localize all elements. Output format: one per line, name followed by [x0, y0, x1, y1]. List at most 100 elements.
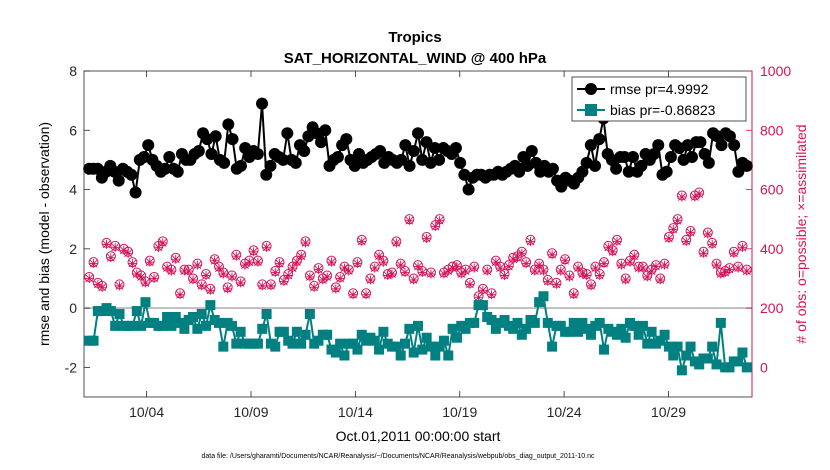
bias-point: [620, 332, 631, 343]
obs-assimilated-point: [668, 225, 678, 235]
obs-assimilated-point: [227, 272, 237, 282]
obs-assimilated-point: [296, 251, 306, 261]
y-tick-label-right: 600: [760, 182, 784, 198]
rmse-point: [715, 139, 728, 152]
bias-point: [616, 323, 627, 334]
bias-point: [162, 311, 173, 322]
x-tick-label: 10/09: [233, 404, 268, 420]
legend-bias-label: bias pr=-0.86823: [610, 102, 716, 118]
obs-assimilated-point: [127, 259, 137, 269]
bias-point: [300, 329, 311, 340]
obs-assimilated-point: [344, 266, 354, 276]
rmse-point: [260, 168, 273, 181]
obs-assimilated-point: [383, 270, 393, 280]
bias-point: [201, 320, 212, 331]
rmse-point: [664, 150, 677, 163]
bias-point: [694, 359, 705, 370]
obs-assimilated-point: [361, 290, 371, 300]
bias-point: [395, 350, 406, 361]
obs-assimilated-point: [573, 263, 583, 273]
obs-assimilated-point: [651, 262, 661, 272]
bias-point: [278, 326, 289, 337]
obs-assimilated-point: [720, 268, 730, 278]
bias-point: [404, 323, 415, 334]
bias-point: [508, 323, 519, 334]
rmse-point: [142, 139, 155, 152]
obs-assimilated-point: [231, 251, 241, 261]
bias-point: [629, 320, 640, 331]
obs-assimilated-point: [162, 263, 172, 273]
obs-assimilated-point: [283, 270, 293, 280]
obs-assimilated-point: [110, 242, 120, 252]
bias-point: [564, 326, 575, 337]
y-tick-label-right: 400: [760, 241, 784, 257]
obs-assimilated-point: [443, 266, 453, 276]
bias-point: [291, 326, 302, 337]
bias-point: [534, 297, 545, 308]
bias-point: [391, 341, 402, 352]
obs-assimilated-point: [707, 239, 717, 249]
bias-point: [633, 329, 644, 340]
bias-point: [166, 320, 177, 331]
bias-point: [339, 350, 350, 361]
obs-assimilated-point: [590, 263, 600, 273]
bias-point: [425, 341, 436, 352]
rmse-point: [298, 145, 311, 158]
rmse-point: [694, 136, 707, 149]
legend-bias-marker: [585, 104, 597, 116]
obs-assimilated-point: [647, 266, 657, 276]
obs-assimilated-point: [365, 275, 375, 285]
obs-assimilated-point: [357, 236, 367, 246]
obs-assimilated-point: [686, 228, 696, 238]
obs-assimilated-point: [123, 248, 133, 258]
obs-assimilated-point: [153, 242, 163, 252]
rmse-point: [407, 145, 420, 158]
obs-assimilated-point: [737, 242, 747, 252]
bias-point: [681, 350, 692, 361]
rmse-point: [732, 165, 745, 178]
bias-point: [499, 314, 510, 325]
rmse-point: [433, 153, 446, 166]
obs-assimilated-point: [275, 259, 285, 269]
bias-point: [715, 317, 726, 328]
bias-point: [157, 320, 168, 331]
rmse-point: [420, 136, 433, 149]
obs-assimilated-point: [149, 273, 159, 283]
obs-assimilated-point: [322, 272, 332, 282]
bias-point: [477, 300, 488, 311]
obs-assimilated-point: [612, 236, 622, 246]
rmse-point: [234, 159, 247, 172]
rmse-point: [740, 159, 753, 172]
bias-point: [205, 300, 216, 311]
obs-assimilated-point: [396, 260, 406, 270]
obs-assimilated-point: [318, 275, 328, 285]
rmse-point: [610, 162, 623, 175]
footer-data-file: data file: /Users/gharamti/Documents/NCA…: [201, 453, 595, 460]
obs-assimilated-point: [543, 276, 553, 286]
obs-assimilated-point: [249, 247, 259, 257]
bias-point: [702, 353, 713, 364]
bias-point: [413, 320, 423, 331]
bias-point: [672, 341, 683, 352]
obs-assimilated-point: [629, 251, 639, 261]
obs-assimilated-point: [694, 189, 704, 199]
x-axis-label: Oct.01,2011 00:00:00 start: [336, 428, 501, 444]
bias-point: [330, 347, 341, 358]
obs-assimilated-point: [262, 242, 272, 252]
rmse-point: [395, 153, 408, 166]
bias-point: [270, 341, 281, 352]
plot-area: [83, 70, 753, 398]
obs-assimilated-point: [266, 281, 276, 291]
rmse-point: [226, 133, 239, 146]
rmse-point: [352, 147, 365, 160]
rmse-point: [289, 156, 302, 169]
rmse-point: [399, 139, 412, 152]
bias-point: [447, 323, 458, 334]
y-tick-label-left: -2: [65, 359, 78, 375]
rmse-point: [331, 150, 344, 163]
chart-subtitle: SAT_HORIZONTAL_WIND @ 400 hPa: [284, 50, 547, 67]
bias-point: [322, 329, 333, 340]
bias-point: [741, 362, 752, 373]
bias-point: [105, 306, 116, 317]
